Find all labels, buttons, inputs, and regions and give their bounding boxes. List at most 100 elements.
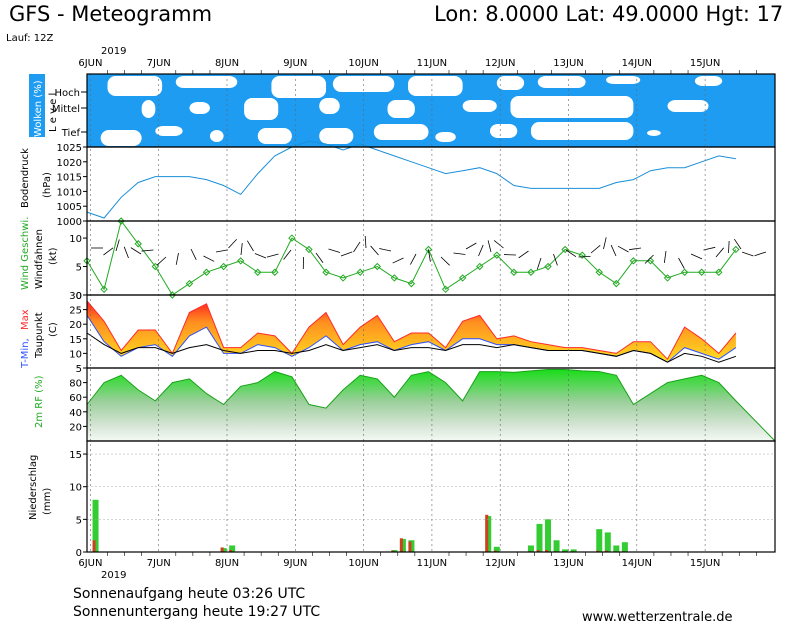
wind-speed-marker: [305, 245, 313, 254]
temperature-band: [87, 300, 736, 363]
time-label-bottom: 11JUN: [417, 558, 447, 569]
precip-total-bar: [229, 545, 236, 552]
precip-total-bar: [92, 499, 99, 552]
wind-barb: [392, 257, 404, 264]
wind-barb: [130, 247, 142, 255]
cloud-label-background: [29, 74, 45, 137]
precip-total-bar: [562, 549, 569, 552]
wind-barb: [156, 256, 167, 266]
wind-barb: [617, 245, 629, 253]
temperature-ytick-label: 15: [69, 335, 82, 346]
year-bottom: 2019: [101, 570, 127, 581]
wind-barb: [283, 249, 292, 260]
temperature-ytick-label: 30: [69, 291, 82, 302]
pressure-ytick-label: 1010: [57, 187, 82, 198]
cloud-patch: [175, 76, 238, 88]
cloud-patch: [496, 76, 525, 90]
time-label-top: 10JUN: [348, 58, 378, 69]
page-title: GFS - Meteogramm: [9, 2, 213, 26]
precip-convective-bar: [536, 550, 540, 552]
time-label-top: 11JUN: [417, 58, 447, 69]
wind-speed-marker: [612, 279, 621, 288]
pressure-panel-frame: [86, 146, 776, 222]
precip-convective-bar: [545, 550, 549, 552]
time-label-bottom: 13JUN: [553, 558, 583, 569]
time-label-bottom: 14JUN: [622, 558, 652, 569]
wind-speed-marker: [219, 262, 228, 271]
wind-barb: [246, 240, 254, 252]
cloud-patch: [155, 126, 183, 136]
precip-axis-label: Niederschlag: [28, 455, 39, 520]
precipitation-ytick-label: 10: [69, 483, 82, 494]
wind-barb: [103, 247, 114, 256]
precip-convective-bar: [408, 541, 412, 552]
cloud-patch: [510, 96, 634, 118]
wind-unit-label: (kt): [48, 247, 59, 265]
cloud-patch: [244, 98, 279, 120]
wind-speed-marker: [732, 245, 740, 254]
wind-barb: [629, 247, 642, 251]
time-label-bottom: 7JUN: [147, 558, 171, 569]
pressure-unit-label: (hPa): [42, 172, 53, 198]
precip-convective-bar: [604, 550, 608, 552]
wind-barb: [428, 249, 431, 262]
wind-speed-marker: [390, 274, 399, 282]
precip-total-bar: [545, 519, 552, 552]
cloud-patch: [647, 130, 661, 136]
time-label-bottom: 10JUN: [348, 558, 378, 569]
wind-speed-marker: [476, 262, 484, 271]
humidity-axis-label: 2m RF (%): [34, 375, 45, 428]
pressure-line: [86, 140, 736, 219]
cloud-patch: [694, 76, 723, 86]
wind-barb: [703, 246, 716, 251]
time-label-top: 9JUN: [283, 58, 307, 69]
wind-barb: [478, 244, 484, 257]
model-run: Lauf: 12Z: [6, 33, 54, 44]
time-label-bottom: 9JUN: [283, 558, 307, 569]
precipitation-ytick-label: 0: [76, 548, 82, 559]
tmin-axis-label: T-Min,: [20, 338, 31, 369]
wind-barb: [678, 257, 685, 269]
time-label-top: 8JUN: [215, 58, 239, 69]
cloud-patch: [387, 100, 415, 118]
cloud-axis-label: Wolken (%): [33, 80, 44, 137]
wind-barb: [228, 238, 237, 249]
humidity-ytick-label: 80: [69, 379, 82, 390]
temperature-ytick-label: 25: [69, 306, 82, 317]
temperature-ytick-label: 10: [69, 349, 82, 360]
wind-barb: [203, 255, 215, 262]
cloud-patch: [530, 122, 634, 140]
time-label-top: 14JUN: [622, 58, 652, 69]
wind-barb: [240, 243, 243, 256]
precip-convective-bar: [220, 547, 224, 552]
wind-speed-marker: [493, 251, 501, 259]
cloud-patch: [489, 124, 518, 138]
cloud-patch: [537, 76, 586, 88]
precip-convective-bar: [485, 514, 489, 552]
wind-axis-label: Wind Geschwi.: [20, 217, 31, 290]
wind-barb: [644, 254, 654, 264]
website-link[interactable]: www.wetterzentrale.de: [582, 610, 733, 625]
wind-speed-marker: [715, 268, 723, 276]
time-label-bottom: 15JUN: [690, 558, 720, 569]
wind-barb: [590, 244, 601, 254]
wind-speed-marker: [629, 257, 638, 265]
wind-speed-line: [86, 219, 737, 296]
cloud-patch: [606, 76, 641, 84]
wind-barb: [553, 253, 558, 266]
wind-barb: [690, 253, 703, 260]
time-label-top: 15JUN: [690, 58, 720, 69]
wind-speed-marker: [339, 274, 347, 282]
cloud-patch: [319, 128, 354, 144]
wind-speed-marker: [202, 268, 211, 276]
pressure-ytick-label: 1020: [57, 158, 82, 169]
wind-ytick-label: 5: [76, 263, 82, 274]
pressure-ytick-label: 1000: [57, 217, 82, 228]
precip-total-bar: [613, 545, 620, 552]
precip-total-bar: [604, 532, 611, 552]
cloud-patch: [408, 76, 463, 96]
wind-speed-marker: [356, 268, 364, 276]
wind-barb: [353, 241, 361, 253]
wind-speed-marker: [595, 268, 603, 276]
wind-speed-marker: [663, 274, 672, 282]
